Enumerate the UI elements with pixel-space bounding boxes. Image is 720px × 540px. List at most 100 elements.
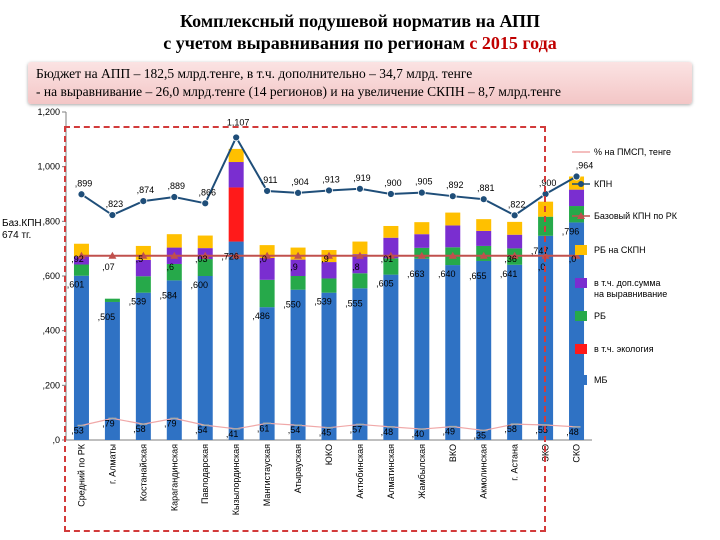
point-kpn — [541, 190, 550, 198]
point-base — [201, 251, 210, 259]
mb-data-label: ,605 — [376, 279, 394, 289]
bar-rb — [166, 263, 182, 281]
bar-ecology — [228, 187, 244, 242]
title-line-2-text: с учетом выравнивания по регионам — [163, 33, 470, 53]
kpn-data-label: ,881 — [477, 183, 495, 193]
mid-data-label: ,0 — [538, 262, 546, 272]
point-base — [355, 251, 364, 259]
kpn-data-label: ,866 — [198, 187, 216, 197]
kpn-data-label: ,892 — [446, 180, 464, 190]
legend-label: в т.ч. экология — [594, 344, 654, 354]
bar-rb_skpn — [507, 221, 523, 235]
bar-mb — [197, 276, 213, 440]
kpn-data-label: ,904 — [291, 177, 309, 187]
mid-data-label: ,07 — [102, 262, 115, 272]
bar-dop — [383, 237, 399, 259]
pmsp-data-label: ,58 — [504, 424, 517, 434]
bar-dop — [352, 254, 368, 274]
legend-swatch-rb — [575, 311, 587, 321]
pmsp-data-label: ,49 — [443, 427, 456, 437]
bar-dop — [445, 225, 461, 248]
kpn-data-label: ,823 — [106, 199, 124, 209]
point-base — [263, 251, 272, 259]
x-tick-label: Павлодарская — [200, 444, 210, 504]
bar-rb_skpn — [414, 222, 430, 235]
mb-data-label: ,726 — [221, 252, 239, 262]
pmsp-data-label: ,54 — [195, 425, 208, 435]
bar-rb — [352, 273, 368, 289]
mb-data-label: ,584 — [160, 290, 178, 300]
x-tick-label: СКО — [572, 444, 582, 463]
bar-rb_skpn — [166, 234, 182, 248]
bar-mb — [166, 280, 182, 440]
x-tick-label: Мангистауская — [262, 444, 272, 506]
mb-data-label: ,641 — [500, 269, 518, 279]
point-base — [139, 251, 148, 259]
bar-rb — [538, 216, 554, 236]
bar-dop — [135, 259, 151, 277]
legend-swatch-mb — [575, 375, 587, 385]
point-kpn — [201, 199, 210, 208]
mid-data-label: ,6 — [167, 262, 175, 272]
mb-data-label: ,505 — [98, 312, 116, 322]
mb-data-label: ,539 — [129, 297, 147, 307]
kpn-data-label: ,899 — [75, 178, 93, 188]
legend-marker-base — [577, 212, 585, 219]
bar-rb_skpn — [259, 245, 275, 258]
bar-dop — [507, 234, 523, 249]
mid-data-label: ,92 — [71, 254, 84, 264]
bar-mb — [73, 275, 89, 440]
bar-dop — [259, 257, 275, 280]
bar-dop — [321, 262, 337, 279]
mb-data-label: ,555 — [345, 298, 363, 308]
point-base — [294, 251, 303, 259]
x-tick-label: ВКО — [448, 444, 458, 462]
bar-mb — [476, 260, 492, 440]
legend-label: РБ — [594, 311, 606, 321]
bar-mb — [259, 307, 275, 440]
bar-mb — [414, 258, 430, 440]
mid-data-label: ,36 — [504, 254, 517, 264]
mid-data-label: ,8 — [352, 262, 360, 272]
kpn-data-label: ,919 — [353, 173, 371, 183]
bar-rb_skpn — [476, 219, 492, 231]
bar-dop — [414, 234, 430, 248]
point-kpn — [479, 195, 488, 204]
point-kpn — [386, 190, 395, 198]
bar-mb — [321, 292, 337, 440]
mb-data-label: ,539 — [314, 297, 332, 307]
base-kpn-note-line-2: 674 тг. — [2, 230, 32, 241]
base-kpn-note: Баз.КПН 674 тг. — [2, 218, 42, 242]
bar-mb — [228, 241, 244, 440]
point-base — [325, 251, 333, 259]
x-tick-label: Актюбинская — [355, 444, 365, 499]
bar-mb — [352, 288, 368, 440]
mid-data-label: ,9 — [321, 254, 329, 264]
x-tick-label: ЮКО — [324, 444, 334, 465]
bar-rb_skpn — [228, 148, 244, 163]
budget-note-line-2: - на выравнивание – 26,0 млрд.тенге (14 … — [36, 84, 561, 99]
mb-data-label: ,655 — [469, 271, 487, 281]
x-tick-label: Карагандинская — [169, 444, 179, 511]
legend-swatch-rb_skpn — [575, 245, 587, 255]
bar-mb — [507, 264, 523, 440]
pmsp-data-label: ,48 — [381, 427, 394, 437]
pmsp-data-label: ,40 — [412, 429, 425, 439]
pmsp-data-label: ,79 — [164, 418, 177, 428]
budget-note: Бюджет на АПП – 182,5 млрд.тенге, в т.ч.… — [28, 62, 692, 104]
x-tick-label: Костанайская — [138, 444, 148, 501]
y-tick-label: 1,000 — [37, 162, 60, 172]
point-kpn — [417, 188, 426, 197]
pmsp-data-label: ,61 — [257, 423, 270, 433]
point-base — [510, 251, 519, 259]
bar-mb — [290, 289, 306, 440]
title-line-2: с учетом выравнивания по регионам с 2015… — [0, 32, 720, 54]
pmsp-data-label: ,58 — [133, 424, 146, 434]
bar-rb — [321, 278, 337, 293]
point-base — [448, 251, 457, 259]
bar-rb — [104, 298, 120, 302]
bar-mb — [135, 292, 151, 440]
x-tick-label: ЗКО — [541, 444, 551, 462]
point-base — [417, 251, 426, 259]
legend-label: РБ на СКПН — [594, 245, 646, 255]
